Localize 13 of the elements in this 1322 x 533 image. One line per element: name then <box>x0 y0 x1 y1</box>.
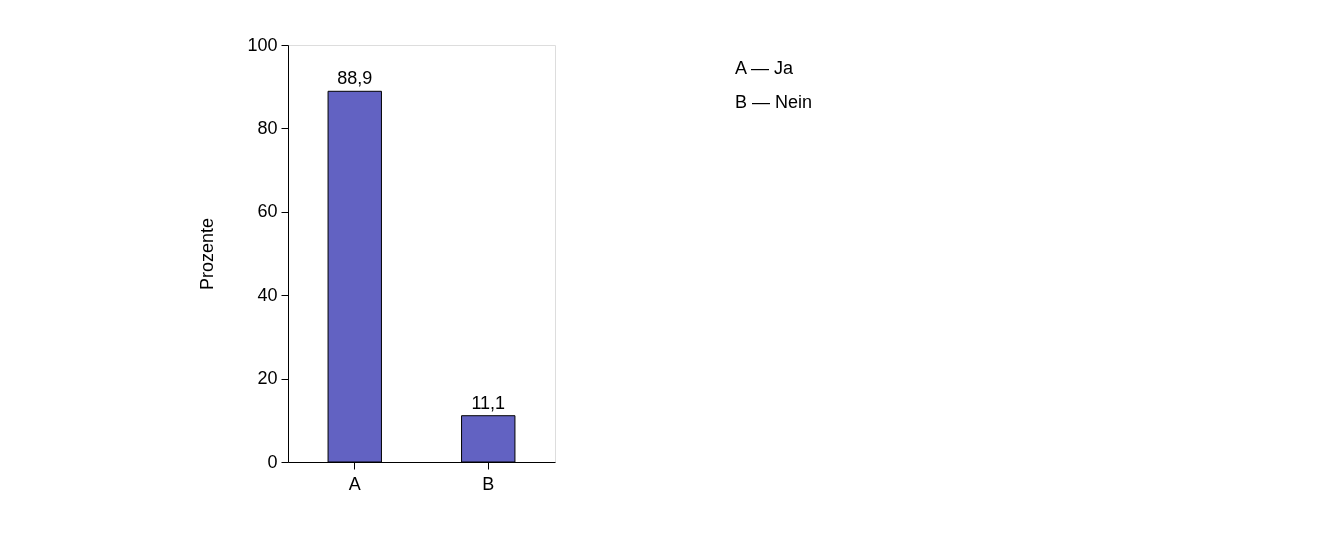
text: B — Nein <box>735 92 813 112</box>
x-tick-label: B <box>482 473 495 494</box>
y-tick-label: 40 <box>257 284 278 305</box>
data-label: 88,9 <box>337 68 373 89</box>
data-label: 11,1 <box>471 392 506 413</box>
text: A — Ja <box>735 58 795 78</box>
y-tick-label: 100 <box>247 34 278 55</box>
y-tick-label: 80 <box>257 117 278 138</box>
y-tick-label: 60 <box>257 201 278 222</box>
y-tick-label: 0 <box>267 451 278 472</box>
y-tick-label: 20 <box>257 368 278 389</box>
x-tick-label: A <box>348 473 361 494</box>
y-axis-title: Prozente <box>197 217 218 291</box>
